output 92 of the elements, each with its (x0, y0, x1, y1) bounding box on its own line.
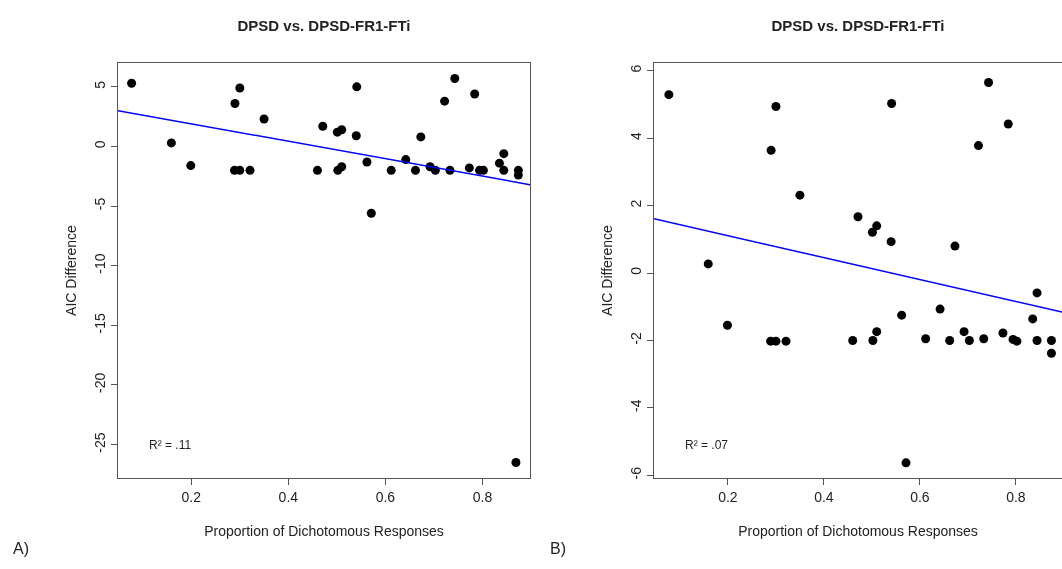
y-tick-label: -15 (92, 312, 109, 334)
point (950, 241, 960, 251)
y-tick-label: -20 (92, 372, 109, 393)
x-axis-title: Proportion of Dichotomous Responses (738, 523, 978, 540)
point (795, 190, 805, 200)
y-tick-label: 0 (92, 140, 109, 149)
point (984, 78, 994, 88)
point (464, 163, 474, 173)
point (450, 74, 460, 83)
y-tick-label: -2 (628, 331, 645, 345)
y-axis-title: AIC Difference (599, 224, 615, 316)
x-tick-label: 0.4 (278, 488, 299, 505)
point (1032, 335, 1042, 345)
point (964, 335, 974, 345)
point (352, 82, 362, 92)
point (499, 149, 509, 159)
point (1046, 335, 1056, 345)
chart-title: DPSD vs. DPSD-FR1-FTi (237, 16, 411, 34)
y-tick-label: 2 (628, 199, 645, 208)
point (853, 212, 863, 222)
point (1032, 288, 1042, 298)
point (867, 227, 877, 237)
point (703, 259, 713, 269)
point (897, 310, 907, 320)
y-tick-label: 4 (628, 131, 645, 140)
point (872, 327, 882, 337)
y-tick-label: -25 (92, 432, 109, 453)
point (973, 141, 983, 151)
x-axis-title: Proportion of Dichotomous Responses (204, 523, 444, 540)
point (416, 132, 426, 142)
point (511, 458, 521, 467)
point (337, 125, 347, 135)
point (186, 161, 196, 171)
x-tick-label: 0.2 (718, 488, 738, 505)
point (318, 121, 328, 131)
x-tick-label: 0.4 (814, 488, 834, 505)
point (230, 99, 240, 109)
point (1046, 348, 1056, 358)
point (1028, 314, 1038, 324)
point (781, 336, 791, 346)
point (166, 138, 176, 148)
y-tick-label: -5 (92, 197, 109, 211)
x-tick-label: 0.6 (910, 488, 930, 505)
point (337, 162, 347, 172)
point (848, 335, 858, 345)
y-tick-label: 5 (92, 80, 109, 89)
annotation: R² = .11 (149, 438, 192, 452)
y-tick-label: -4 (628, 399, 645, 413)
point (868, 335, 878, 345)
point (1012, 336, 1022, 346)
point (921, 334, 931, 344)
annotation: R² = .07 (685, 438, 729, 452)
point (872, 221, 882, 231)
point (664, 90, 674, 100)
text: A) (13, 540, 29, 557)
x-tick-label: 0.6 (375, 488, 396, 505)
point (766, 145, 776, 155)
point (259, 114, 269, 124)
point (771, 101, 781, 111)
point (901, 458, 911, 468)
point (959, 327, 969, 337)
point (886, 237, 896, 247)
point (935, 304, 945, 314)
point (351, 131, 361, 141)
x-tick-label: 0.8 (472, 488, 493, 505)
point (945, 335, 955, 345)
point (245, 165, 255, 175)
point (440, 96, 450, 106)
chart-title: DPSD vs. DPSD-FR1-FTi (771, 16, 945, 34)
x-tick-label: 0.8 (1006, 488, 1026, 505)
point (887, 98, 897, 108)
point (410, 165, 420, 175)
y-tick-label: 6 (628, 64, 645, 73)
point (494, 158, 504, 168)
y-tick-label: 0 (628, 266, 645, 275)
point (470, 89, 480, 99)
text: B) (550, 540, 566, 557)
point (998, 328, 1008, 338)
y-tick-label: -6 (628, 466, 645, 480)
x-tick-label: 0.2 (181, 488, 202, 505)
point (312, 165, 322, 175)
point (499, 165, 509, 175)
point (366, 208, 376, 218)
y-axis-title: AIC Difference (63, 224, 79, 316)
point (1003, 119, 1013, 129)
point (722, 320, 732, 330)
point (979, 334, 989, 344)
point (235, 83, 245, 93)
point (362, 157, 372, 167)
point (386, 165, 396, 175)
point (127, 78, 137, 88)
y-tick-label: -10 (92, 253, 109, 274)
